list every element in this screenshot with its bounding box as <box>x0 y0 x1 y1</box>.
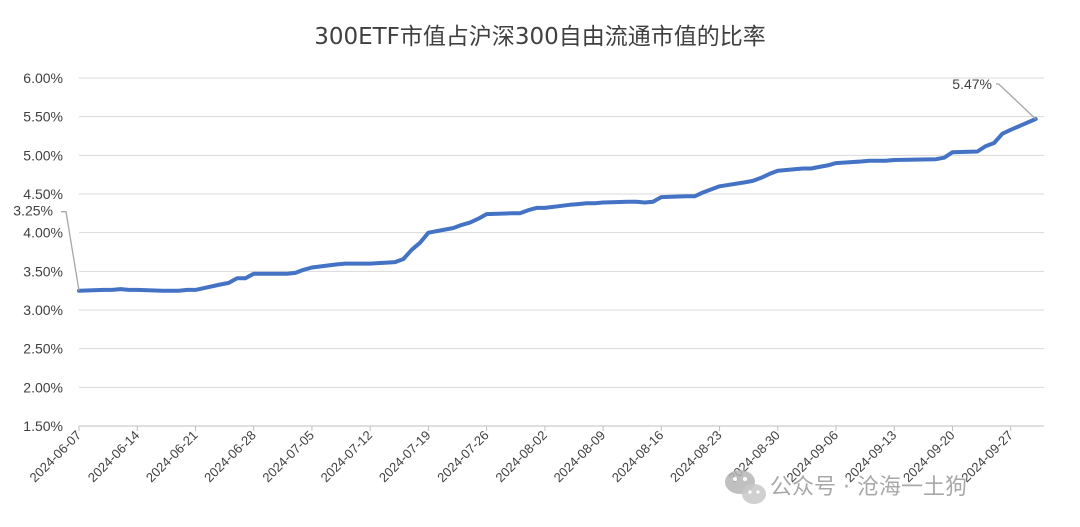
x-tick-label: 2024-07-26 <box>434 428 492 486</box>
watermark-text: 公众号 · 沧海一土狗 <box>770 475 967 500</box>
data-label-leader <box>61 211 80 291</box>
x-tick-label: 2024-08-02 <box>492 428 550 486</box>
x-tick-label: 2024-08-23 <box>667 428 725 486</box>
x-tick-label: 2024-08-09 <box>551 428 609 486</box>
x-tick-label: 2024-07-05 <box>259 428 317 486</box>
data-label: 5.47% <box>952 76 992 92</box>
y-tick-label: 6.00% <box>23 70 63 86</box>
watermark: 公众号 · 沧海一土狗 <box>725 470 967 504</box>
x-tick-label: 2024-08-16 <box>609 428 667 486</box>
x-tick-label: 2024-06-28 <box>201 428 259 486</box>
series-line <box>77 117 1038 293</box>
y-tick-label: 5.50% <box>23 109 63 125</box>
y-tick-label: 5.00% <box>23 147 63 163</box>
series-layer <box>77 117 1038 293</box>
x-tick-label: 2024-06-14 <box>85 428 143 486</box>
y-tick-label: 3.00% <box>23 302 63 318</box>
y-axis-tick-labels: 1.50% 2.00% 2.50% 3.00% 3.50% 4.00% 4.50% 5.00%… <box>23 70 63 434</box>
y-tick-label: 4.00% <box>23 225 63 241</box>
x-tick-label: 2024-07-19 <box>376 428 434 486</box>
y-tick-label: 2.00% <box>23 379 63 395</box>
chart-title: 300ETF市值占沪深300自由流通市值的比率 <box>314 24 766 50</box>
x-tick-label: 2024-06-21 <box>143 428 201 486</box>
data-labels: 3.25% 5.47% <box>13 76 1037 291</box>
x-tick-label: 2024-07-12 <box>318 428 376 486</box>
x-tick-label: 2024-06-07 <box>26 428 84 486</box>
y-tick-label: 1.50% <box>23 418 63 434</box>
data-label-leader <box>996 83 1037 120</box>
gridlines <box>79 77 1044 388</box>
y-tick-label: 3.50% <box>23 263 63 279</box>
wechat-icon <box>725 470 766 504</box>
data-label: 3.25% <box>13 203 53 219</box>
y-tick-label: 4.50% <box>23 186 63 202</box>
y-tick-label: 2.50% <box>23 341 63 357</box>
